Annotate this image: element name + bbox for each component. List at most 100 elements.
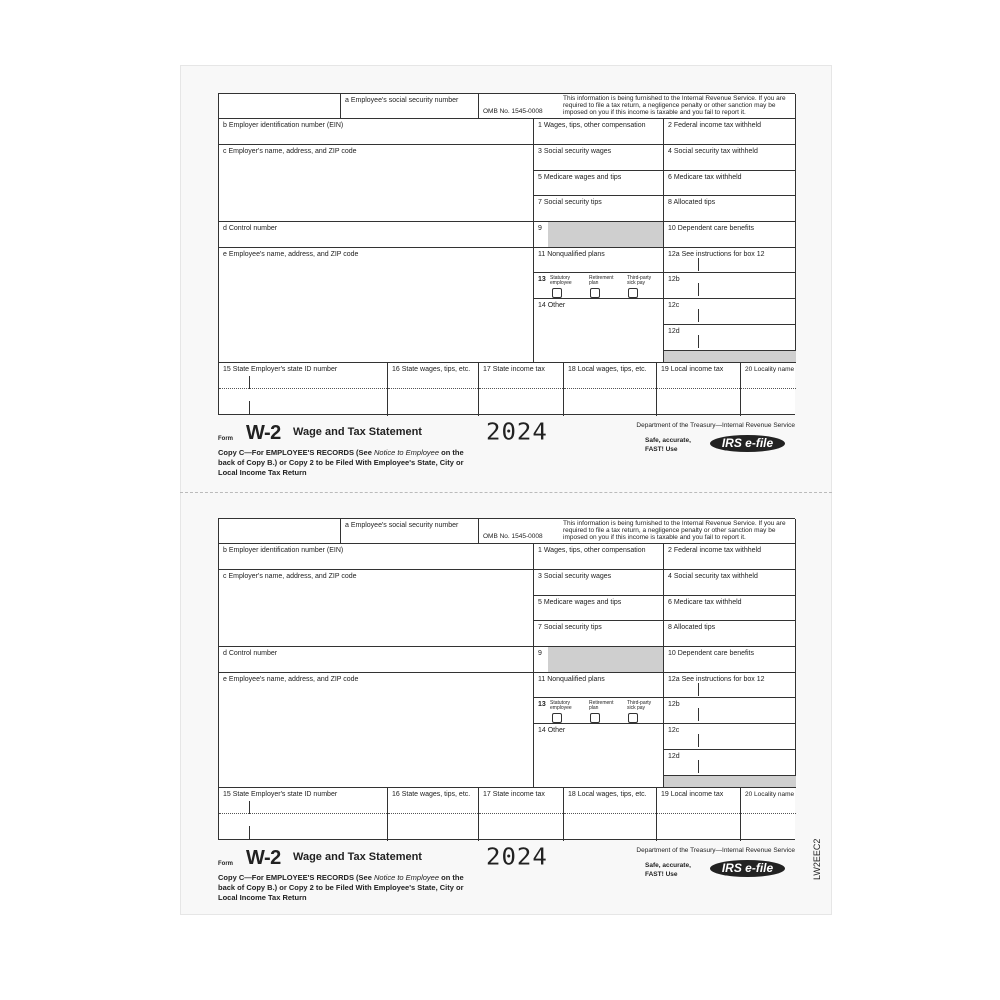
statutory-employee-checkbox[interactable]: [552, 713, 562, 723]
blank-box: [219, 519, 341, 544]
box-12b[interactable]: 12b: [664, 273, 796, 299]
form-word: Form: [218, 436, 233, 442]
box-20[interactable]: 20 Locality name: [741, 363, 796, 416]
box-15-label: 15 State Employer's state ID number: [223, 791, 338, 798]
box-15[interactable]: 15 State Employer's state ID number: [219, 363, 388, 416]
box-5[interactable]: 5 Medicare wages and tips: [534, 596, 664, 621]
box-12a[interactable]: 12a See instructions for box 12: [664, 673, 796, 698]
box-2[interactable]: 2 Federal income tax withheld: [664, 544, 796, 570]
dotted-line: [657, 388, 740, 389]
box-16-label: 16 State wages, tips, etc.: [392, 366, 471, 373]
box-a[interactable]: a Employee's social security number: [341, 519, 479, 544]
w2-grid: a Employee's social security number OMB …: [218, 93, 796, 416]
box-1[interactable]: 1 Wages, tips, other compensation: [534, 119, 664, 145]
box-10[interactable]: 10 Dependent care benefits: [664, 222, 796, 248]
box-10[interactable]: 10 Dependent care benefits: [664, 647, 796, 673]
box-13-label: 13: [538, 276, 546, 283]
box-18[interactable]: 18 Local wages, tips, etc.: [564, 363, 657, 416]
box-12c[interactable]: 12c: [664, 299, 796, 325]
box-16[interactable]: 16 State wages, tips, etc.: [388, 363, 479, 416]
box-9: 9: [534, 222, 664, 248]
retirement-label: Retirement plan: [589, 700, 614, 711]
omb-number: OMB No. 1545-0008: [483, 533, 543, 540]
code-divider: [698, 760, 699, 773]
retirement-plan-checkbox[interactable]: [590, 288, 600, 298]
box-12d[interactable]: 12d: [664, 325, 796, 351]
box-20-label: 20 Locality name: [745, 791, 795, 798]
box-12c-label: 12c: [668, 302, 680, 309]
box-12a-label: 12a See instructions for box 12: [668, 676, 765, 683]
box-6[interactable]: 6 Medicare tax withheld: [664, 171, 796, 196]
box-20-label: 20 Locality name: [745, 366, 795, 373]
box-8[interactable]: 8 Allocated tips: [664, 196, 796, 222]
box-b[interactable]: b Employer identification number (EIN): [219, 544, 534, 570]
box-b[interactable]: b Employer identification number (EIN): [219, 119, 534, 145]
box-c[interactable]: c Employer's name, address, and ZIP code: [219, 145, 534, 222]
box-16[interactable]: 16 State wages, tips, etc.: [388, 788, 479, 841]
box-17[interactable]: 17 State income tax: [479, 363, 564, 416]
retirement-label: Retirement plan: [589, 275, 614, 286]
box-13-label: 13: [538, 701, 546, 708]
tax-year: 2024: [486, 843, 548, 871]
box-a[interactable]: a Employee's social security number: [341, 94, 479, 119]
code-divider: [698, 683, 699, 696]
box-12c-label: 12c: [668, 727, 680, 734]
box-d[interactable]: d Control number: [219, 222, 534, 248]
box-1[interactable]: 1 Wages, tips, other compensation: [534, 544, 664, 570]
box-15[interactable]: 15 State Employer's state ID number: [219, 788, 388, 841]
box-5[interactable]: 5 Medicare wages and tips: [534, 171, 664, 196]
department-text: Department of the Treasury—Internal Reve…: [636, 847, 795, 854]
state-divider: [249, 401, 250, 414]
copy-text: Copy C—For EMPLOYEE'S RECORDS (See: [218, 448, 374, 457]
dotted-line: [741, 813, 796, 814]
copy-text: on the back of Copy B.) or Copy 2 to be …: [218, 448, 464, 477]
statutory-employee-checkbox[interactable]: [552, 288, 562, 298]
box-12b[interactable]: 12b: [664, 698, 796, 724]
form-word: Form: [218, 861, 233, 867]
box-12c[interactable]: 12c: [664, 724, 796, 750]
box-14[interactable]: 14 Other: [534, 299, 664, 363]
box-e[interactable]: e Employee's name, address, and ZIP code: [219, 673, 534, 788]
box-6[interactable]: 6 Medicare tax withheld: [664, 596, 796, 621]
dotted-line: [219, 813, 387, 814]
third-party-label: Third-party sick pay: [627, 275, 652, 286]
retirement-plan-checkbox[interactable]: [590, 713, 600, 723]
box-c[interactable]: c Employer's name, address, and ZIP code: [219, 570, 534, 647]
box-7[interactable]: 7 Social security tips: [534, 196, 664, 222]
box-4[interactable]: 4 Social security tax withheld: [664, 570, 796, 596]
box-4[interactable]: 4 Social security tax withheld: [664, 145, 796, 171]
box-12a-label: 12a See instructions for box 12: [668, 251, 765, 258]
dotted-line: [388, 813, 478, 814]
box-16-label: 16 State wages, tips, etc.: [392, 791, 471, 798]
box-7[interactable]: 7 Social security tips: [534, 621, 664, 647]
third-party-label: Third-party sick pay: [627, 700, 652, 711]
box-3[interactable]: 3 Social security wages: [534, 570, 664, 596]
box-12a[interactable]: 12a See instructions for box 12: [664, 248, 796, 273]
third-party-sick-pay-checkbox[interactable]: [628, 288, 638, 298]
box-11[interactable]: 11 Nonqualified plans: [534, 673, 664, 698]
box-8[interactable]: 8 Allocated tips: [664, 621, 796, 647]
divider: [219, 787, 796, 788]
dotted-line: [657, 813, 740, 814]
w2-form-copy: a Employee's social security number OMB …: [218, 518, 796, 918]
box-e[interactable]: e Employee's name, address, and ZIP code: [219, 248, 534, 363]
box-12d[interactable]: 12d: [664, 750, 796, 776]
code-divider: [698, 309, 699, 322]
box-14[interactable]: 14 Other: [534, 724, 664, 788]
box-11[interactable]: 11 Nonqualified plans: [534, 248, 664, 273]
box-d[interactable]: d Control number: [219, 647, 534, 673]
box-19[interactable]: 19 Local income tax: [657, 788, 741, 841]
divider: [219, 362, 796, 363]
box-2[interactable]: 2 Federal income tax withheld: [664, 119, 796, 145]
safe-text: Safe, accurate, FAST! Use: [645, 862, 691, 878]
state-divider: [249, 826, 250, 839]
box-17-label: 17 State income tax: [483, 791, 545, 798]
third-party-sick-pay-checkbox[interactable]: [628, 713, 638, 723]
irs-efile-logo: IRS e-file: [710, 860, 785, 877]
box-18[interactable]: 18 Local wages, tips, etc.: [564, 788, 657, 841]
omb-notice-box: OMB No. 1545-0008 This information is be…: [479, 519, 796, 544]
box-20[interactable]: 20 Locality name: [741, 788, 796, 841]
box-19[interactable]: 19 Local income tax: [657, 363, 741, 416]
box-3[interactable]: 3 Social security wages: [534, 145, 664, 171]
box-17[interactable]: 17 State income tax: [479, 788, 564, 841]
